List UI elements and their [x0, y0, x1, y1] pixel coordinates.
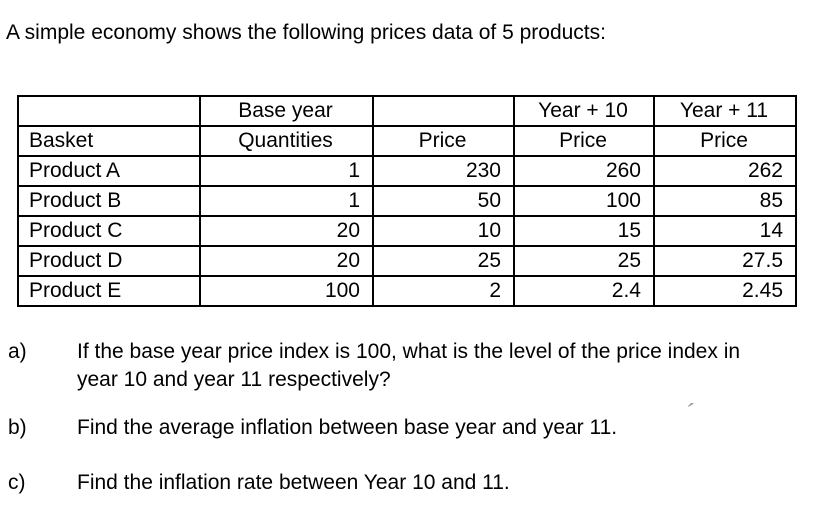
- header-cell-price-y10: Price: [513, 125, 655, 157]
- cell-y10-price: 25: [513, 245, 655, 277]
- table-row-product-a: Product A 1 230 260 262: [17, 155, 797, 187]
- question-c-line1: Find the inflation rate between Year 10 …: [77, 471, 510, 494]
- cell-y10-price: 15: [513, 215, 655, 247]
- table-row-product-e: Product E 100 2 2.4 2.45: [17, 275, 797, 307]
- table-row-product-c: Product C 20 10 15 14: [17, 215, 797, 247]
- question-c-text: Find the inflation rate between Year 10 …: [77, 469, 817, 497]
- cell-y11-price: 14: [653, 215, 797, 247]
- cell-basket: Product A: [17, 155, 201, 187]
- cell-y11-price: 85: [653, 185, 797, 217]
- question-a-label: a): [8, 340, 27, 363]
- cell-y10-price: 2.4: [513, 275, 655, 307]
- cell-basket: Product E: [17, 275, 201, 307]
- header-cell-empty-price: [372, 95, 515, 127]
- cell-y11-price: 2.45: [653, 275, 797, 307]
- table-row-product-b: Product B 1 50 100 85: [17, 185, 797, 217]
- header-row-labels: Basket Quantities Price Price Price: [17, 125, 797, 157]
- cell-base-price: 10: [372, 215, 515, 247]
- question-b-text: Find the average inflation between base …: [77, 414, 817, 442]
- cell-basket: Product D: [17, 245, 201, 277]
- question-b-line1: Find the average inflation between base …: [77, 416, 618, 439]
- table-row-product-d: Product D 20 25 25 27.5: [17, 245, 797, 277]
- cell-basket: Product B: [17, 185, 201, 217]
- header-cell-price-base: Price: [372, 125, 515, 157]
- question-a-line1: If the base year price index is 100, wha…: [77, 340, 741, 363]
- cell-quantity: 100: [199, 275, 374, 307]
- question-c-label: c): [8, 471, 26, 494]
- cell-y11-price: 262: [653, 155, 797, 187]
- question-a-line2: year 10 and year 11 respectively?: [77, 368, 391, 391]
- cell-y11-price: 27.5: [653, 245, 797, 277]
- cell-y10-price: 100: [513, 185, 655, 217]
- cell-quantity: 1: [199, 155, 374, 187]
- header-cell-basket: Basket: [17, 125, 201, 157]
- question-a-text: If the base year price index is 100, wha…: [77, 338, 817, 394]
- header-cell-empty-basket: [17, 95, 201, 127]
- cell-quantity: 1: [199, 185, 374, 217]
- header-cell-quantities: Quantities: [199, 125, 374, 157]
- cell-base-price: 2: [372, 275, 515, 307]
- header-row-years: Base year Year + 10 Year + 11: [17, 95, 797, 127]
- cell-y10-price: 260: [513, 155, 655, 187]
- question-b-label: b): [8, 416, 27, 439]
- cell-base-price: 230: [372, 155, 515, 187]
- cell-quantity: 20: [199, 245, 374, 277]
- problem-statement: A simple economy shows the following pri…: [6, 21, 606, 44]
- cell-quantity: 20: [199, 215, 374, 247]
- header-cell-base-year: Base year: [199, 95, 374, 127]
- cell-base-price: 25: [372, 245, 515, 277]
- header-cell-year-plus-11: Year + 11: [653, 95, 797, 127]
- cell-basket: Product C: [17, 215, 201, 247]
- header-cell-year-plus-10: Year + 10: [513, 95, 655, 127]
- cell-base-price: 50: [372, 185, 515, 217]
- prices-table: Base year Year + 10 Year + 11 Basket Qua…: [17, 95, 797, 307]
- header-cell-price-y11: Price: [653, 125, 797, 157]
